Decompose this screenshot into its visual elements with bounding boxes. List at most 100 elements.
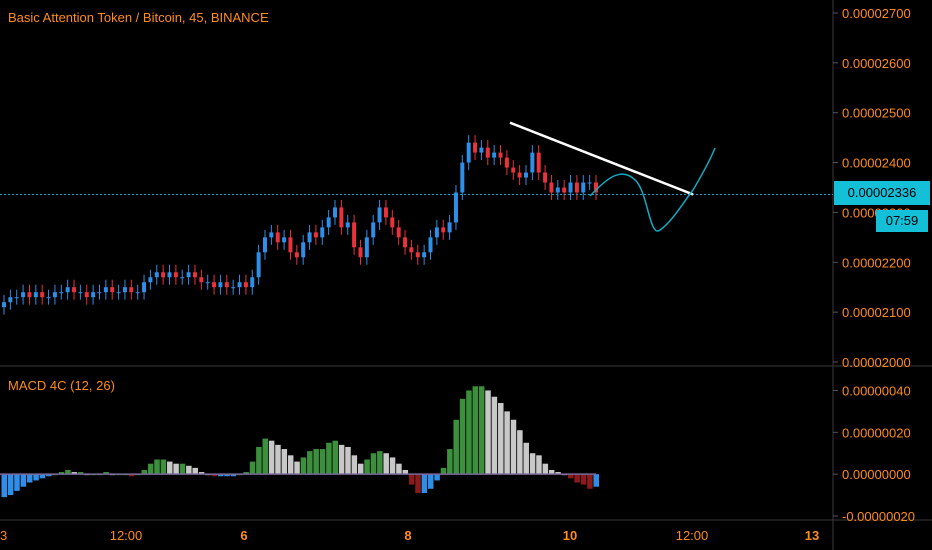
macd-bar [529,453,536,475]
macd-bar [167,461,173,475]
candle-body [40,292,45,298]
projection-curve[interactable] [589,147,716,232]
macd-bar [294,461,300,475]
macd-bar [65,469,71,475]
macd-tick-label: 0.00000020 [842,425,911,440]
time-tick-label: 6 [240,528,247,543]
candle-body [568,182,573,193]
macd-bar [415,474,421,493]
candle-body [345,222,350,228]
candle-body [78,292,83,294]
macd-bar [478,386,485,475]
macd-bar [370,453,377,475]
candle-body [320,227,325,238]
macd-bar [593,474,599,487]
time-tick-label: 12:00 [110,528,143,543]
macd-bar [211,474,218,477]
macd-bar [536,455,542,475]
candle-body [326,217,331,228]
time-tick-label: 12:00 [676,528,709,543]
macd-bar [173,463,179,475]
candle-body [186,272,191,278]
macd-bar [421,474,428,493]
macd-bar [408,474,415,485]
candle-body [409,247,414,253]
macd-bar [154,459,160,475]
candle-body [218,282,223,288]
price-tick-label: 0.00002400 [842,156,911,171]
candle-body [479,147,484,153]
candle-body [587,182,592,184]
macd-bar [1,474,7,498]
candle-body [530,152,535,173]
candle-body [453,192,458,223]
candle-body [504,157,509,168]
candle-body [543,172,548,183]
macd-bar [351,455,358,475]
candle-body [466,142,471,163]
macd-bar [141,469,148,475]
macd-bar [7,474,14,496]
time-tick-label: 3 [0,528,7,543]
macd-bar [574,474,580,483]
candle-body [492,152,497,158]
macd-bar [147,463,154,475]
candle-body [282,237,287,243]
candle-body [581,182,586,193]
candle-body [148,277,153,283]
candle-body [72,287,77,293]
macd-bar [427,474,434,489]
candle-body [294,252,299,258]
macd-bar [192,467,198,475]
macd-bar [179,463,186,475]
candle-body [511,167,516,173]
macd-bar [491,396,498,475]
macd-bar [523,442,529,475]
candle-body [313,232,318,238]
macd-bar [510,419,517,475]
candle-body [390,217,395,228]
macd-bar [224,474,230,477]
candle-body [269,232,274,238]
macd-bar [198,472,205,475]
macd-histogram [0,386,599,498]
candle-body [594,182,598,193]
candle-body [231,287,236,289]
macd-bar [307,451,313,475]
macd-bar [402,469,409,475]
macd-bar [26,474,33,483]
time-axis: 3 12:00 6 8 10 12:00 13 [0,528,819,543]
candle-body [192,272,197,278]
trend-line[interactable] [509,121,694,196]
macd-bar [377,451,383,475]
price-tick-label: 0.00002500 [842,106,911,121]
candle-body [415,252,420,258]
candle-body [536,152,541,173]
macd-bar [39,474,46,479]
candle-body [224,282,229,288]
candle-body [59,292,64,294]
candle-body [562,187,567,193]
macd-bar [268,440,275,475]
macd-bar [160,459,167,475]
macd-bar [345,446,351,475]
time-tick-label: 13 [805,528,819,543]
candle-body [403,237,408,248]
candle-body [103,287,108,293]
candle-body [2,302,6,308]
candle-body [339,207,344,228]
price-tick-label: 0.00002600 [842,56,911,71]
macd-bar [33,474,39,481]
candle-body [422,252,427,258]
macd-bar [466,390,472,475]
time-tick-label: 8 [404,528,411,543]
macd-bar [434,474,440,481]
countdown-tag: 07:59 [876,210,928,232]
candle-body [161,272,166,278]
candle-body [135,292,140,294]
candle-body [91,292,96,298]
time-tick-label: 10 [563,528,577,543]
candle-body [441,227,446,233]
macd-bar [249,461,256,475]
